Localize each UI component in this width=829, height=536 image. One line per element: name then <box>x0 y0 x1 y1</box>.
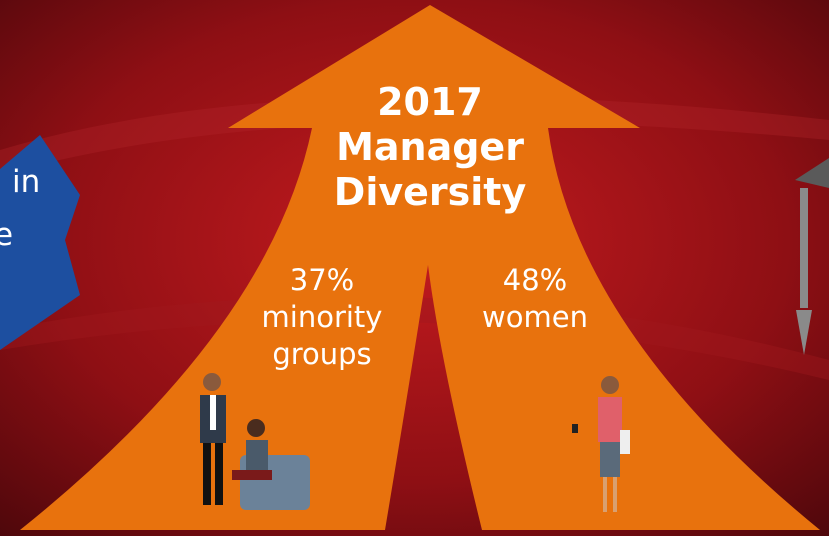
people-left <box>200 373 310 510</box>
blue-panel <box>0 135 80 350</box>
icon <box>795 158 829 188</box>
background-swoosh <box>0 96 829 175</box>
person-right <box>572 376 630 512</box>
title-line: 2017 <box>377 80 483 124</box>
stat-value: 37% <box>290 263 354 297</box>
side-text: e <box>0 217 13 253</box>
stat-label: groups <box>272 337 371 371</box>
stat-label: women <box>482 300 588 334</box>
icon <box>800 188 808 308</box>
icon <box>796 310 812 355</box>
side-text: in <box>12 164 40 200</box>
stat-value: 48% <box>503 263 567 297</box>
title-line: Diversity <box>334 170 527 214</box>
stat-label: minority <box>262 300 383 334</box>
title-line: Manager <box>336 125 524 169</box>
background-swoosh <box>0 296 829 380</box>
